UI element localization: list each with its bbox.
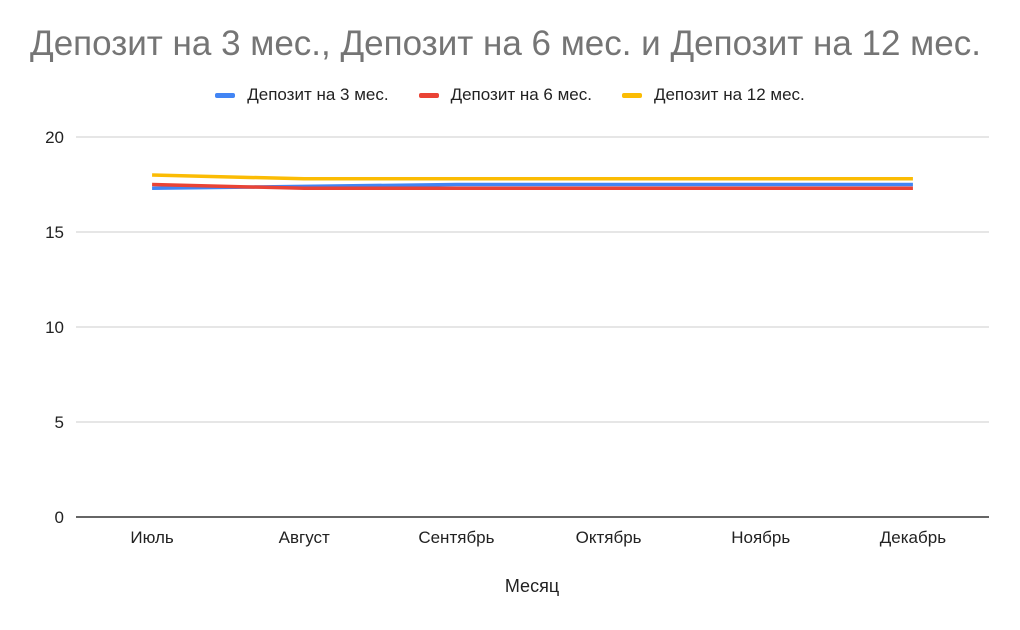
x-axis-label: Месяц bbox=[504, 576, 560, 596]
y-tick-label: 0 bbox=[55, 508, 64, 527]
x-tick-label: Октябрь bbox=[576, 528, 642, 547]
legend: Депозит на 3 мес. Депозит на 6 мес. Депо… bbox=[0, 85, 1020, 105]
y-tick-label: 20 bbox=[45, 128, 64, 147]
x-tick-label: Ноябрь bbox=[731, 528, 790, 547]
y-tick-label: 15 bbox=[45, 223, 64, 242]
y-tick-label: 5 bbox=[55, 413, 64, 432]
legend-swatch-icon bbox=[215, 92, 236, 98]
series-line[interactable] bbox=[152, 173, 913, 181]
legend-swatch-icon bbox=[418, 92, 439, 98]
legend-item-12m[interactable]: Депозит на 12 мес. bbox=[621, 85, 805, 105]
x-tick-label: Сентябрь bbox=[418, 528, 494, 547]
legend-label: Депозит на 3 мес. bbox=[247, 85, 389, 104]
x-tick-label: Июль bbox=[130, 528, 174, 547]
legend-label: Депозит на 6 мес. bbox=[450, 85, 592, 104]
x-tick-label: Декабрь bbox=[880, 528, 946, 547]
legend-swatch-icon bbox=[621, 92, 642, 98]
legend-label: Депозит на 12 мес. bbox=[653, 85, 805, 104]
x-tick-label: Август bbox=[279, 528, 330, 547]
legend-item-3m[interactable]: Депозит на 3 мес. bbox=[215, 85, 389, 105]
chart-title: Депозит на 3 мес., Депозит на 6 мес. и Д… bbox=[30, 24, 981, 63]
legend-item-6m[interactable]: Депозит на 6 мес. bbox=[418, 85, 592, 105]
y-tick-label: 10 bbox=[45, 318, 64, 337]
series-line[interactable] bbox=[152, 182, 913, 191]
